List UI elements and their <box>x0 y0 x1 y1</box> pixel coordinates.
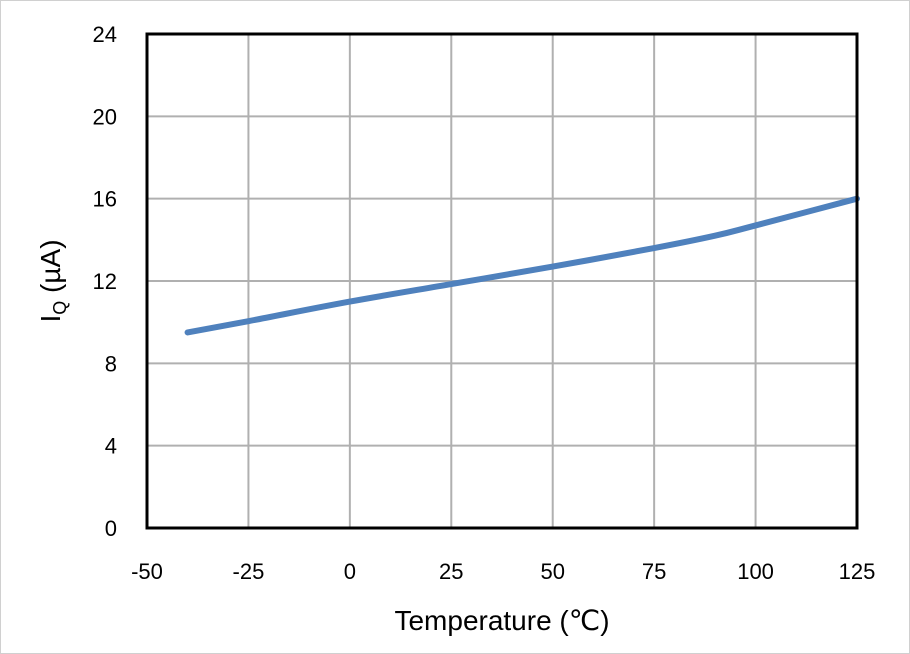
plot-area-border <box>145 32 859 530</box>
x-tick-label: 50 <box>540 559 564 584</box>
x-tick-label: 25 <box>439 559 463 584</box>
y-tick-label: 24 <box>93 22 117 47</box>
y-tick-label: 12 <box>93 269 117 294</box>
grid <box>146 33 858 529</box>
x-tick-label: 100 <box>737 559 774 584</box>
series <box>184 195 860 336</box>
y-axis-label: IQ (µA) <box>35 239 70 322</box>
x-tick-label: -50 <box>131 559 163 584</box>
x-axis-label: Temperature (℃) <box>394 605 609 636</box>
x-tick-label: 0 <box>344 559 356 584</box>
x-tick-label: 75 <box>642 559 666 584</box>
x-tick-label: 125 <box>839 559 876 584</box>
series-line <box>184 195 860 336</box>
y-tick-label: 0 <box>105 516 117 541</box>
y-tick-label: 20 <box>93 104 117 129</box>
y-tick-label: 16 <box>93 187 117 212</box>
tick-labels: -50 -25 0 25 50 75 100 125 0 4 8 12 16 20 24 <box>93 22 876 584</box>
x-tick-label: -25 <box>233 559 265 584</box>
y-tick-label: 8 <box>105 351 117 376</box>
y-tick-label: 4 <box>105 434 117 459</box>
